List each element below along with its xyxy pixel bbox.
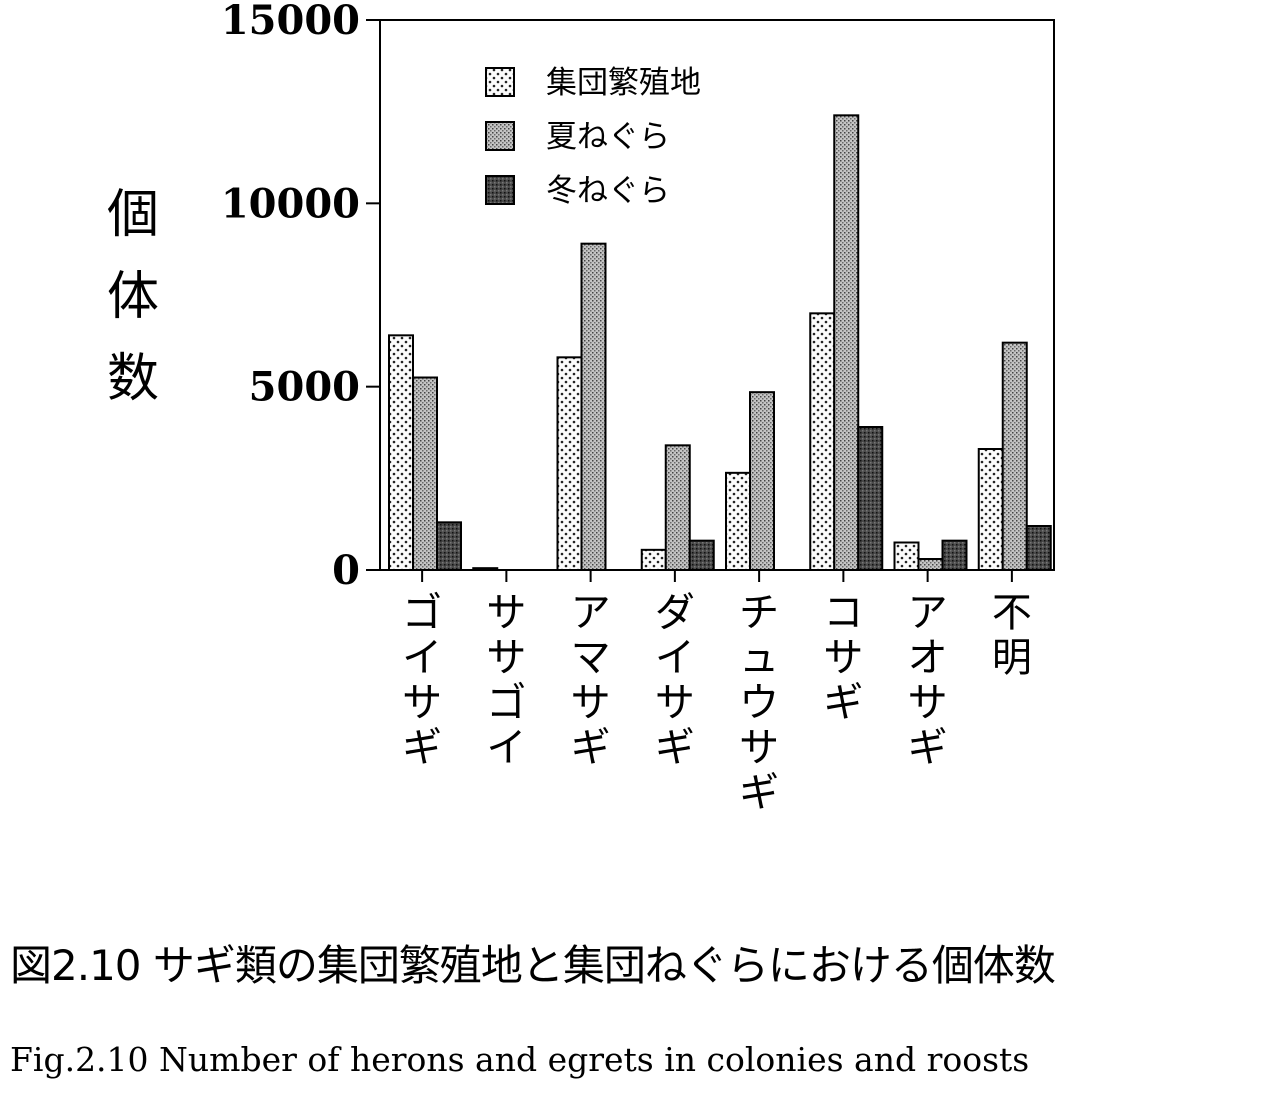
bar-6-0 xyxy=(893,541,920,571)
bar-chart: 150001000050000ゴイサギササゴイアマサギダイサギチュウサギコサギア… xyxy=(107,0,1055,816)
legend-swatch-2 xyxy=(485,175,515,205)
y-axis-label-char: 個 xyxy=(107,185,159,245)
x-tick-char: サ xyxy=(823,635,863,681)
x-tick-char: サ xyxy=(571,680,611,726)
bar-5-1 xyxy=(833,114,860,571)
bar-0-2 xyxy=(436,521,462,571)
x-tick-char: ゴ xyxy=(402,590,442,636)
legend-label-2: 冬ねぐら xyxy=(546,173,670,209)
x-tick-char: ギ xyxy=(571,725,611,771)
bar-6-2 xyxy=(941,539,968,572)
x-tick-char: サ xyxy=(486,590,526,636)
x-tick-char: イ xyxy=(486,725,526,771)
x-tick-char: ア xyxy=(571,590,611,636)
x-tick-char: ギ xyxy=(739,770,779,816)
figure-caption-english: Fig.2.10 Number of herons and egrets in … xyxy=(10,1040,1030,1079)
bar-7-2 xyxy=(1025,525,1052,571)
x-tick-char: サ xyxy=(739,725,779,771)
bar-3-0 xyxy=(640,548,667,571)
x-tick-char: ギ xyxy=(655,725,695,771)
bar-5-2 xyxy=(857,426,884,571)
x-tick-char: サ xyxy=(486,635,526,681)
y-tick-label-1: 10000 xyxy=(221,180,360,227)
bar-7-0 xyxy=(977,448,1004,571)
x-tick-char: ギ xyxy=(402,725,442,771)
x-tick-char: マ xyxy=(571,635,611,681)
x-tick-char: ギ xyxy=(908,725,948,771)
bar-3-2 xyxy=(688,539,715,572)
x-tick-char: 不 xyxy=(992,590,1032,636)
x-tick-char: サ xyxy=(908,680,948,726)
x-tick-char: ゴ xyxy=(486,680,526,726)
bar-0-1 xyxy=(412,376,438,571)
legend-label-0: 集団繁殖地 xyxy=(546,65,701,101)
x-tick-char: イ xyxy=(655,635,695,681)
bar-5-0 xyxy=(809,312,836,571)
legend-swatch-0 xyxy=(485,67,515,97)
bar-2-0 xyxy=(556,356,583,572)
plot-frame xyxy=(379,19,1055,571)
x-tick-char: ア xyxy=(908,590,948,636)
bar-7-1 xyxy=(1001,341,1028,571)
y-tick-label-0: 15000 xyxy=(221,0,360,44)
bar-6-1 xyxy=(917,558,944,571)
figure-caption-japanese: 図2.10 サギ類の集団繁殖地と集団ねぐらにおける個体数 xyxy=(10,941,1056,990)
bar-0-0 xyxy=(388,334,414,572)
x-tick-char: ダ xyxy=(655,590,695,636)
legend-label-1: 夏ねぐら xyxy=(546,119,670,155)
bar-4-1 xyxy=(749,391,775,571)
x-tick-char: 明 xyxy=(992,635,1032,681)
x-tick-char: コ xyxy=(823,590,863,636)
x-tick-char: イ xyxy=(402,635,442,681)
x-tick-char: サ xyxy=(402,680,442,726)
x-tick-char: ウ xyxy=(739,680,779,726)
bar-4-0 xyxy=(725,471,751,572)
y-tick-label-3: 0 xyxy=(332,547,360,594)
legend-swatch-1 xyxy=(485,121,515,151)
x-tick-label-5: コサギ xyxy=(823,590,863,726)
y-axis-label-char: 数 xyxy=(107,349,159,409)
x-tick-char: チ xyxy=(739,590,779,636)
y-axis-label: 個体数 xyxy=(107,185,159,409)
x-tick-char: ュ xyxy=(739,635,779,681)
y-axis-label-char: 体 xyxy=(107,267,159,327)
x-tick-char: オ xyxy=(908,635,948,681)
y-tick-label-2: 5000 xyxy=(249,364,360,411)
x-tick-char: サ xyxy=(655,680,695,726)
x-tick-label-7: 不明 xyxy=(992,590,1032,681)
x-tick-char: ギ xyxy=(823,680,863,726)
bar-2-1 xyxy=(580,242,607,572)
bar-3-1 xyxy=(664,444,691,572)
